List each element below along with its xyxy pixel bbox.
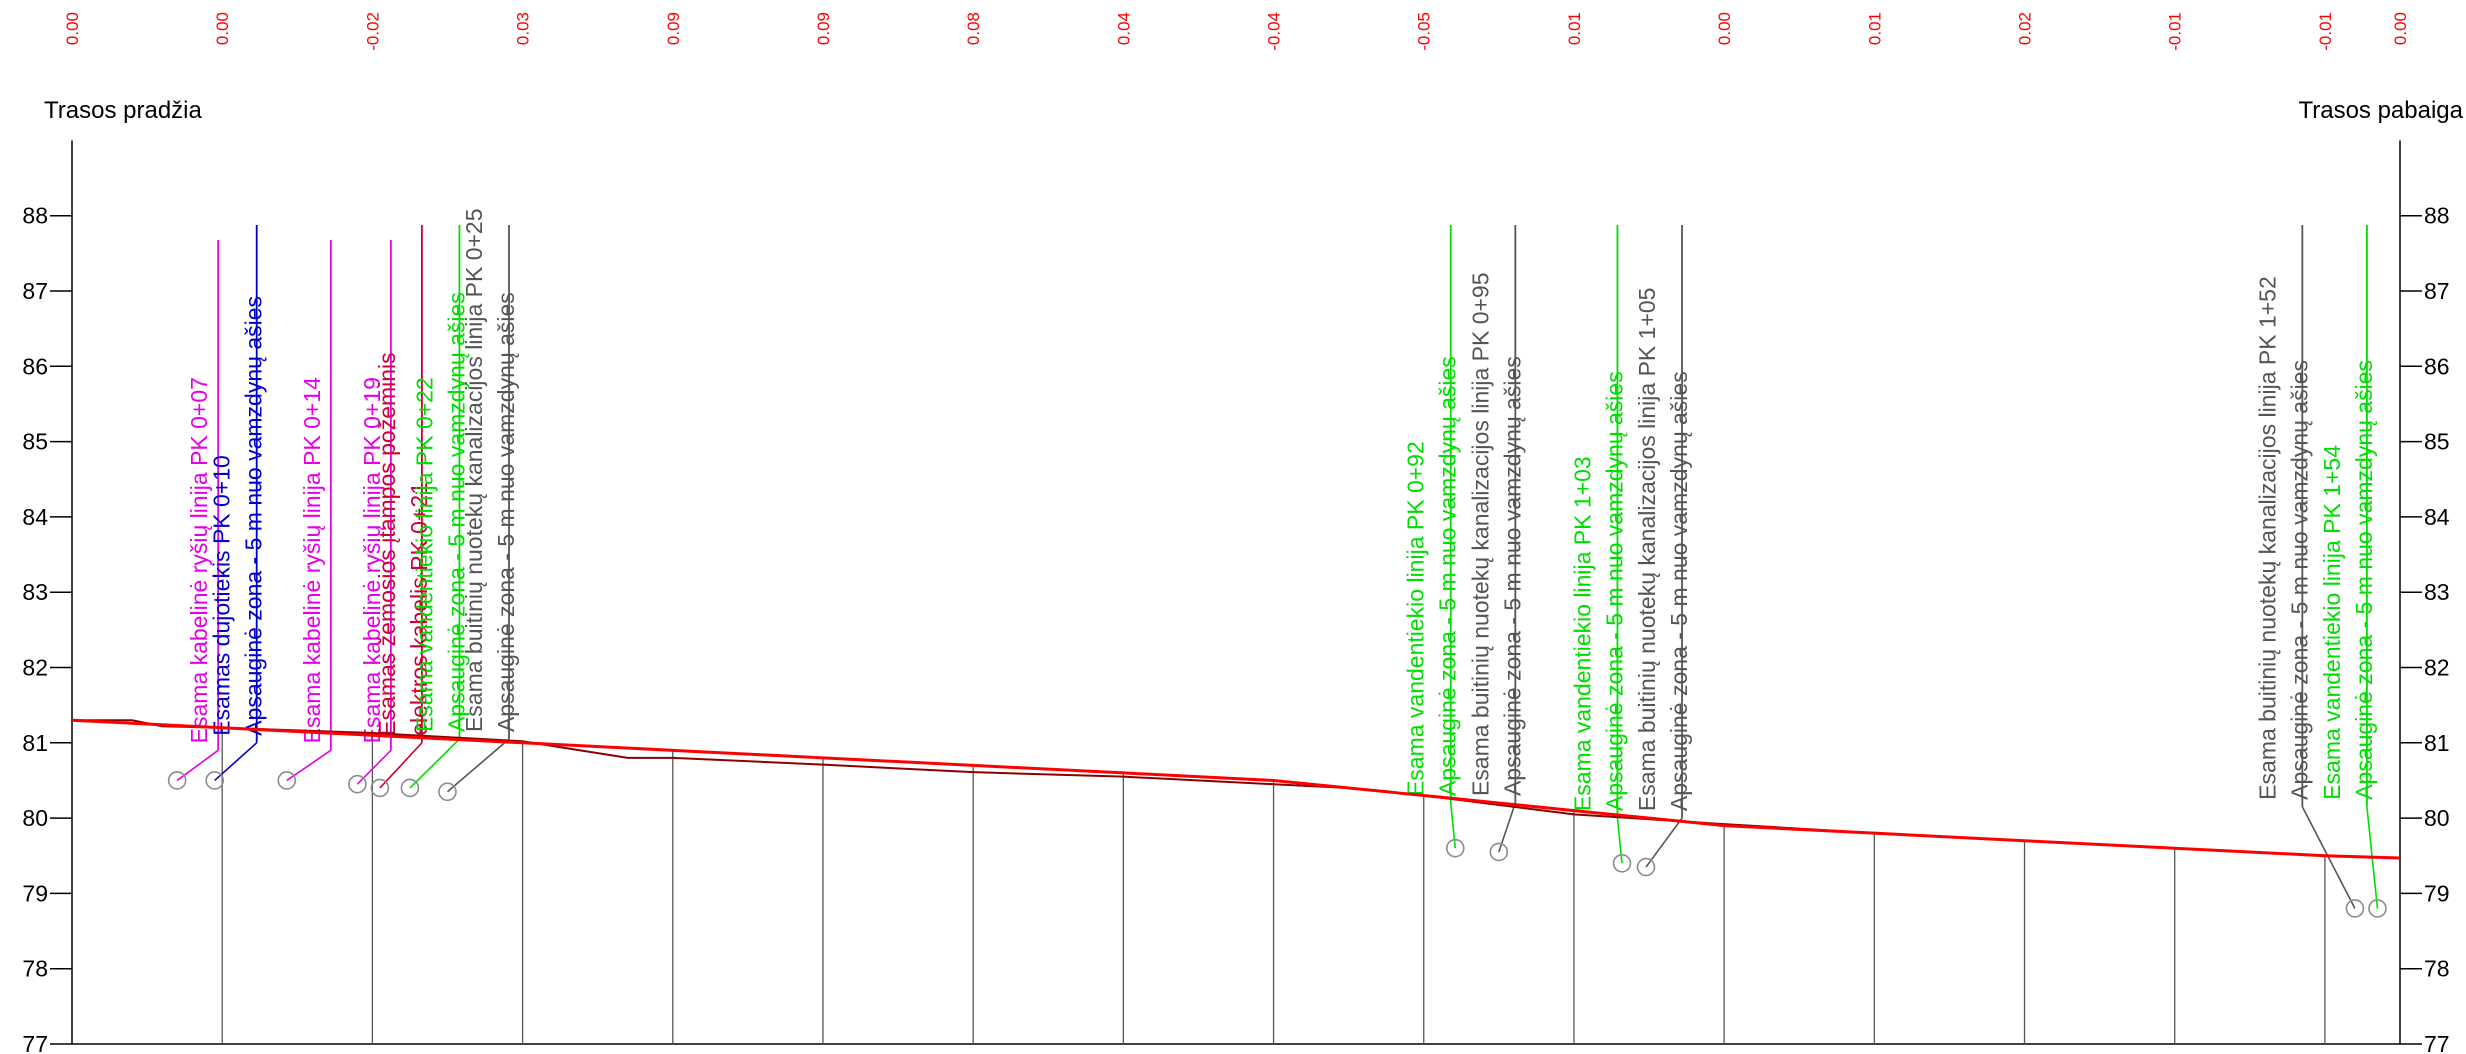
utility-pipe-symbol — [167, 771, 187, 790]
grid-layer — [71, 140, 2401, 1045]
utility-leader-diagonal — [1616, 818, 1623, 864]
utility-label: Esama vandentiekio linija PK 1+54 — [2319, 445, 2345, 800]
difference-label: 0.08 — [964, 12, 983, 45]
utility-label: Apsauginė zona - 5 m nuo vamzdynų ašies — [2351, 360, 2377, 800]
utility-leader-diagonal — [409, 738, 461, 789]
utility-pipe-symbol — [400, 778, 420, 798]
utility-leader-diagonal — [356, 749, 392, 785]
utility-leader-diagonal — [176, 749, 219, 782]
left-tick-label: 88 — [22, 203, 48, 229]
difference-label: 0.00 — [2391, 12, 2410, 45]
utility-pipe-symbol — [438, 782, 457, 802]
route-end-label: Trasos pabaiga — [2298, 97, 2463, 124]
utility-pipe-symbol — [277, 771, 297, 790]
utility-pipe-symbol — [1612, 853, 1632, 873]
utility-label: Esama vandentiekio linija PK 0+92 — [1403, 441, 1429, 796]
left-tick-label: 78 — [22, 956, 48, 982]
left-tick-label: 85 — [22, 429, 48, 455]
utility-leader-diagonal — [379, 742, 423, 789]
right-tick-label: 88 — [2424, 203, 2450, 229]
utility-pipe-symbol — [1489, 842, 1509, 862]
difference-label: 0.00 — [213, 12, 232, 45]
utility-label: Apsauginė zona - 5 m nuo vamzdynų ašies — [493, 292, 519, 732]
utility-pipe-symbol — [2345, 899, 2365, 918]
left-tick-label: 82 — [22, 655, 48, 681]
utility-label: Apsauginė zona - 5 m nuo vamzdynų ašies — [443, 292, 469, 732]
utility-label: Apsauginė zona - 5 m nuo vamzdynų ašies — [1666, 371, 1692, 811]
right-tick-label: 83 — [2424, 579, 2450, 605]
utility-leader-diagonal — [214, 742, 258, 782]
utility-label: Esama buitinių nuotekų kanalizacijos lin… — [1634, 288, 1660, 812]
utility-pipe-symbol — [348, 774, 367, 794]
utility-pipe-symbol — [2368, 899, 2387, 918]
difference-label: 0.02 — [2016, 12, 2035, 45]
utility-label: Esama buitinių nuotekų kanalizacijos lin… — [461, 208, 487, 732]
right-tick-label: 84 — [2424, 504, 2450, 530]
left-tick-label: 83 — [22, 579, 48, 605]
difference-label: 0.00 — [63, 12, 82, 45]
difference-label: 0.01 — [1565, 12, 1584, 45]
utility-annotations: Esama kabelinė ryšių linija PK 0+07Esama… — [167, 208, 2387, 918]
difference-label: 0.09 — [814, 12, 833, 45]
utility-leader-diagonal — [2301, 806, 2356, 909]
utility-label: Apsauginė zona - 5 m nuo vamzdynų ašies — [1499, 356, 1525, 796]
difference-label: -0.02 — [363, 12, 382, 51]
utility-label: Esama kabelinė ryšių linija PK 0+07 — [186, 377, 212, 743]
utility-label: Esama vandentiekio linija PK 0+22 — [411, 377, 437, 732]
utility-label: Esama buitinių nuotekų kanalizacijos lin… — [1467, 272, 1493, 796]
utility-label: Esama buitinių nuotekų kanalizacijos lin… — [2254, 276, 2280, 800]
left-tick-label: 79 — [22, 880, 48, 906]
difference-label: -0.01 — [2316, 12, 2335, 51]
utility-label: Esama kabelinė ryšių linija PK 0+19 — [359, 377, 385, 743]
utility-label: Esama vandentiekio linija PK 1+03 — [1569, 456, 1595, 811]
utility-label: Esama kabelinė ryšių linija PK 0+14 — [299, 377, 325, 743]
utility-label: Esamas žemosios įtampos požeminis — [374, 352, 400, 735]
route-start-label: Trasos pradžia — [44, 97, 202, 124]
utility-pipe-symbol — [370, 778, 390, 798]
utility-pipe-symbol — [1445, 838, 1465, 858]
utility-label: Apsauginė zona - 5 m nuo vamzdynų ašies — [1435, 356, 1461, 796]
difference-label: 0.00 — [1715, 12, 1734, 45]
difference-label: 0.01 — [1865, 12, 1884, 45]
utility-label: elektros kabelis PK 0+21 — [406, 482, 432, 736]
utility-pipe-symbol — [1636, 857, 1656, 877]
utility-label: Apsauginė zona - 5 m nuo vamzdynų ašies — [2286, 360, 2312, 800]
right-tick-label: 77 — [2424, 1031, 2450, 1054]
utility-label: Apsauginė zona - 5 m nuo vamzdynų ašies — [1601, 371, 1627, 811]
left-tick-label: 77 — [22, 1031, 48, 1054]
utility-leader-diagonal — [1645, 817, 1683, 868]
left-tick-label: 87 — [22, 278, 48, 304]
right-tick-label: 79 — [2424, 880, 2450, 906]
right-tick-label: 82 — [2424, 655, 2450, 681]
right-tick-label: 78 — [2424, 956, 2450, 982]
left-tick-label: 81 — [22, 730, 48, 756]
difference-label: -0.04 — [1265, 12, 1284, 51]
difference-row: 0.00 0.00 -0.02 0.03 0.09 0.09 0.08 0.04 -0.04 -0… — [63, 12, 2410, 51]
left-tick-label: 86 — [22, 353, 48, 379]
difference-label: 0.03 — [514, 12, 533, 45]
right-tick-label: 87 — [2424, 278, 2450, 304]
right-tick-label: 81 — [2424, 730, 2450, 756]
utility-pipe-symbol — [205, 771, 224, 790]
right-tick-label: 85 — [2424, 429, 2450, 455]
left-tick-label: 80 — [22, 805, 48, 831]
utility-label: Esamas dujotiekis PK 0+10 — [209, 455, 235, 736]
utility-leader-diagonal — [446, 738, 510, 793]
right-tick-label: 86 — [2424, 353, 2450, 379]
difference-label: 0.09 — [664, 12, 683, 45]
difference-label: -0.01 — [2166, 12, 2185, 51]
utility-leader-diagonal — [1449, 802, 1457, 849]
difference-label: -0.05 — [1415, 12, 1434, 51]
terrain-profile — [71, 718, 2401, 860]
difference-label: 0.04 — [1114, 12, 1133, 45]
utility-label: Apsauginė zona - 5 m nuo vamzdynų ašies — [241, 296, 267, 736]
elevation-axis: 77 77 78 78 79 79 80 80 81 81 82 82 83 83 84 84 85 85 86 86… — [22, 203, 2449, 1054]
design-line — [71, 718, 2401, 860]
left-tick-label: 84 — [22, 504, 48, 530]
right-tick-label: 80 — [2424, 805, 2450, 831]
